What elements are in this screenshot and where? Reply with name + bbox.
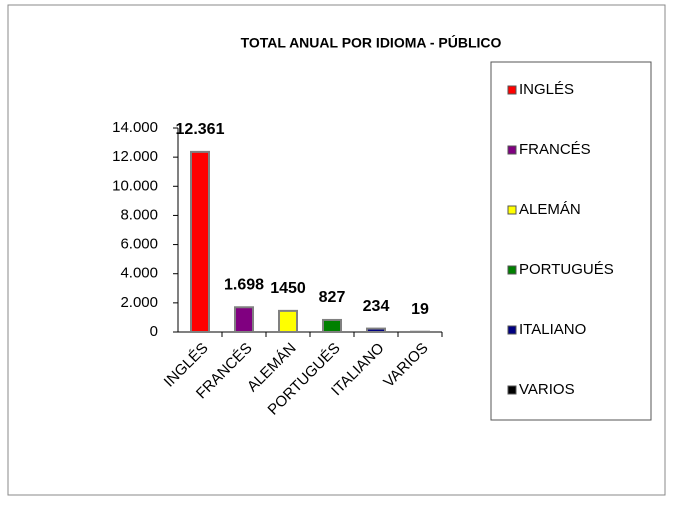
value-label: 1450: [270, 280, 306, 297]
bar: [190, 150, 210, 333]
y-tick-label: 2.000: [120, 294, 158, 311]
value-label: 19: [411, 301, 429, 318]
legend-label: ALEMÁN: [519, 201, 581, 218]
legend-swatch: [507, 145, 517, 155]
y-tick-label: 14.000: [112, 119, 158, 136]
legend-label: VARIOS: [519, 381, 575, 398]
legend-label: PORTUGUÉS: [519, 261, 614, 278]
bar: [366, 327, 386, 333]
y-tick-label: 12.000: [112, 148, 158, 165]
y-tick-label: 0: [150, 323, 158, 340]
bar: [234, 306, 254, 334]
y-tick-label: 4.000: [120, 265, 158, 282]
y-tick-label: 10.000: [112, 177, 158, 194]
bar: [278, 309, 298, 333]
legend-swatch: [507, 205, 517, 215]
y-tick-label: 6.000: [120, 236, 158, 253]
legend-label: ITALIANO: [519, 321, 586, 338]
value-label: 12.361: [176, 121, 225, 138]
legend-label: INGLÉS: [519, 81, 574, 98]
legend-swatch: [507, 385, 517, 395]
bar: [322, 318, 342, 334]
value-label: 1.698: [224, 276, 264, 293]
legend-swatch: [507, 85, 517, 95]
chart-title: TOTAL ANUAL POR IDIOMA - PÚBLICO: [241, 34, 502, 51]
legend-label: FRANCÉS: [519, 141, 591, 158]
y-tick-label: 8.000: [120, 206, 158, 223]
value-label: 234: [363, 298, 390, 315]
legend-box: [490, 61, 652, 421]
legend-swatch: [507, 265, 517, 275]
value-label: 827: [319, 289, 346, 306]
legend-swatch: [507, 325, 517, 335]
